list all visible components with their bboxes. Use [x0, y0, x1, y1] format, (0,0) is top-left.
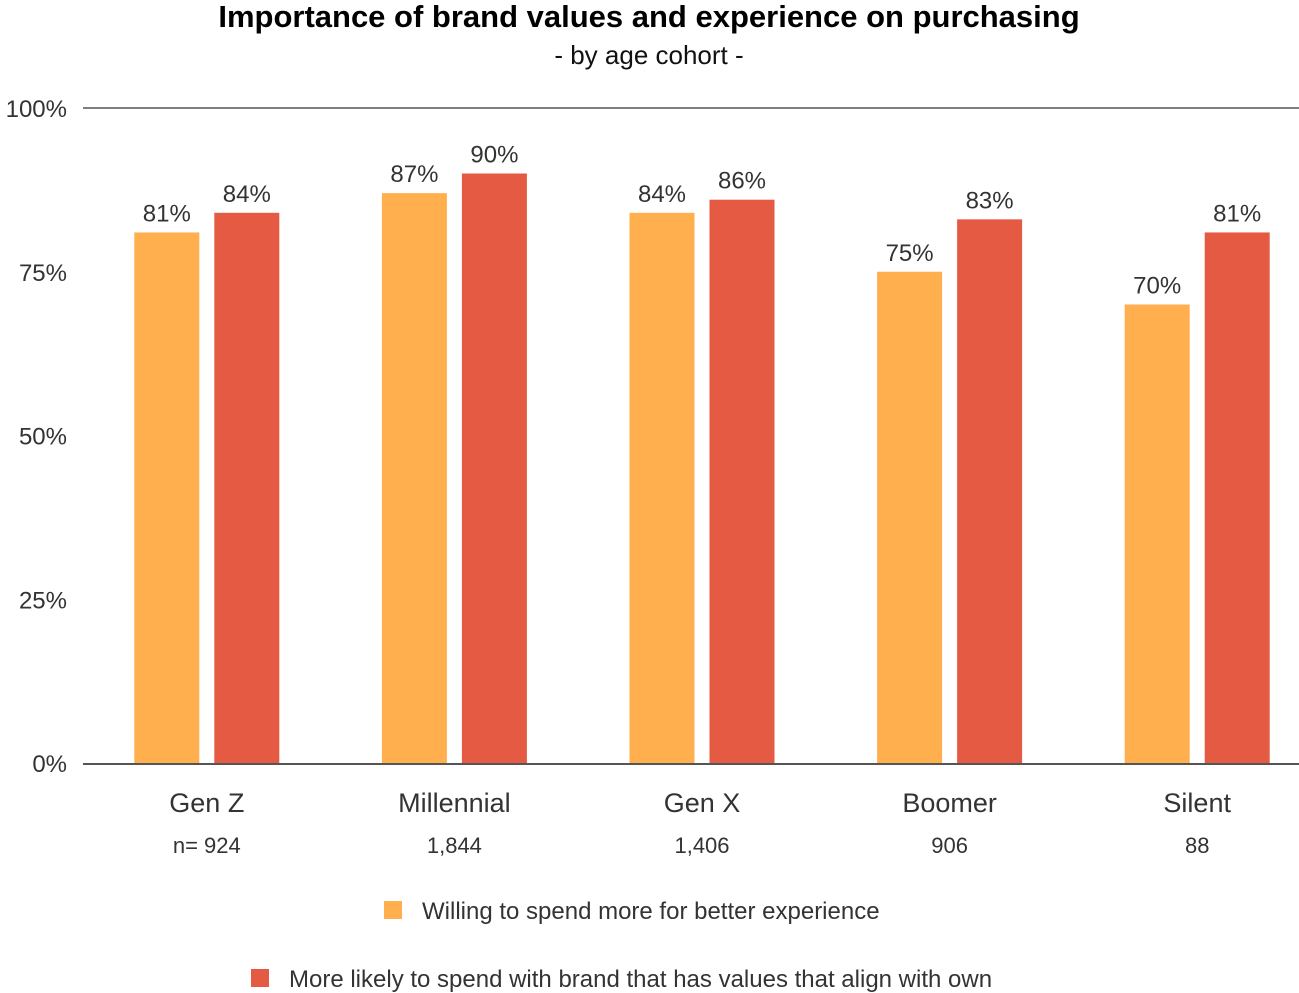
category-label: Gen Z: [169, 788, 244, 818]
bar-millennial-series-2: [461, 173, 527, 763]
bar-gen-x-series-1: [629, 212, 695, 764]
sample-size-label: 1,406: [674, 833, 729, 858]
y-tick-label: 50%: [19, 424, 67, 451]
data-label: 83%: [966, 187, 1014, 214]
labels: 81% 84% Gen Z n= 924 87% 90% Millennial 1,844 84…: [143, 142, 1261, 859]
bar-boomer-series-1: [877, 271, 943, 763]
data-label: 86%: [718, 168, 766, 195]
category-label: Silent: [1163, 788, 1231, 818]
bar-boomer-series-2: [957, 219, 1023, 764]
axes: 0% 25% 50% 75% 100%: [6, 96, 1299, 778]
legend-label-series-2: More likely to spend with brand that has…: [289, 966, 992, 993]
data-label: 70%: [1133, 273, 1181, 300]
chart-subtitle: - by age cohort -: [554, 40, 743, 70]
data-label: 84%: [638, 181, 686, 208]
y-tick-label: 25%: [19, 587, 67, 614]
category-label: Boomer: [902, 788, 997, 818]
data-label: 81%: [143, 200, 191, 227]
bars: [134, 173, 1270, 764]
data-label: 87%: [390, 161, 438, 188]
bar-silent-series-2: [1204, 232, 1270, 763]
legend-swatch-series-2: [251, 969, 269, 987]
sample-size-label: 88: [1185, 833, 1209, 858]
sample-size-label: n= 924: [173, 833, 241, 858]
y-tick-label: 100%: [6, 96, 67, 123]
bar-gen-x-series-2: [709, 199, 775, 763]
legend: Willing to spend more for better experie…: [251, 898, 992, 993]
bar-silent-series-1: [1124, 304, 1190, 763]
legend-label-series-1: Willing to spend more for better experie…: [422, 898, 880, 925]
legend-swatch-series-1: [384, 901, 402, 919]
data-label: 75%: [886, 240, 934, 267]
category-label: Gen X: [664, 788, 741, 818]
category-label: Millennial: [398, 788, 511, 818]
y-tick-label: 0%: [32, 751, 67, 778]
bar-millennial-series-1: [381, 193, 447, 763]
chart-title: Importance of brand values and experienc…: [218, 0, 1079, 34]
sample-size-label: 1,844: [427, 833, 482, 858]
bar-gen-z-series-1: [134, 232, 200, 763]
data-label: 81%: [1213, 200, 1261, 227]
y-tick-label: 75%: [19, 260, 67, 287]
data-label: 90%: [470, 142, 518, 169]
sample-size-label: 906: [931, 833, 968, 858]
data-label: 84%: [223, 181, 271, 208]
bar-gen-z-series-2: [214, 212, 280, 764]
